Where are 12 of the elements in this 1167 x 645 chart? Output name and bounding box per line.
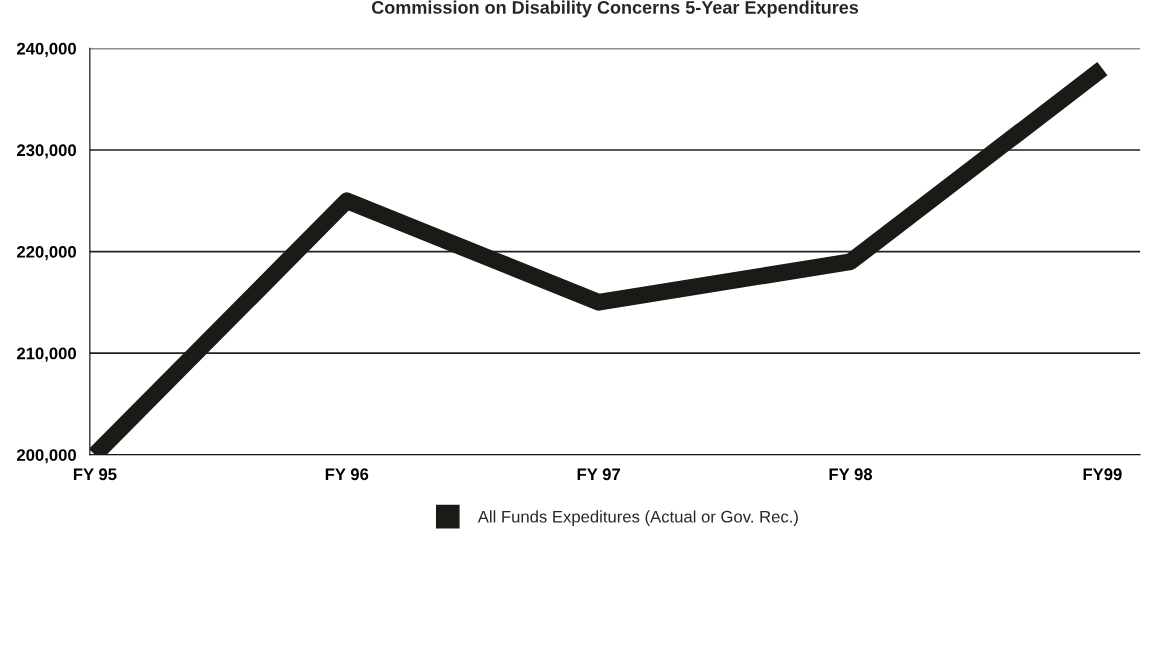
- x-tick-label: FY 95: [73, 468, 117, 481]
- y-tick-label: 200,000: [17, 449, 76, 464]
- x-tick-label: FY 98: [829, 468, 873, 481]
- x-tick-label: FY99: [1083, 468, 1122, 481]
- x-tick-label: FY 97: [577, 468, 620, 481]
- y-tick-label: 220,000: [17, 245, 76, 261]
- y-tick-label: 240,000: [17, 42, 76, 57]
- y-tick-label: 210,000: [17, 347, 76, 362]
- chart-title: Commission on Disability Concerns 5-Year Expenditures: [371, 0, 859, 18]
- y-tick-label: 230,000: [17, 144, 76, 159]
- x-tick-label: FY 96: [325, 468, 369, 481]
- legend-label: All Funds Expeditures (Actual or Gov. Rec.): [477, 510, 798, 526]
